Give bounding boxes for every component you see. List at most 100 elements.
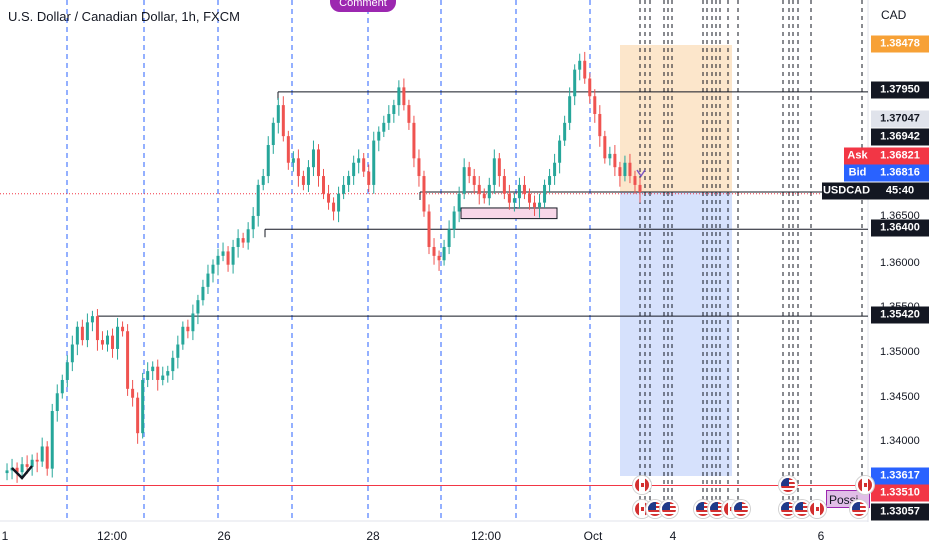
candle-body bbox=[512, 198, 516, 203]
time-tick: 12:00 bbox=[470, 529, 502, 543]
candle-body bbox=[507, 193, 511, 203]
candle-body bbox=[301, 176, 305, 185]
candle-body bbox=[638, 184, 642, 193]
time-tick: 12:00 bbox=[96, 529, 128, 543]
candle-body bbox=[583, 60, 587, 79]
candle-body bbox=[236, 238, 240, 247]
time-tick: 4 bbox=[669, 529, 677, 543]
candle-body bbox=[65, 362, 69, 380]
canada-flag-event-icon[interactable] bbox=[633, 476, 651, 494]
candle-body bbox=[563, 122, 567, 141]
candle-body bbox=[136, 397, 140, 434]
candle-body bbox=[548, 176, 552, 185]
comment-button[interactable]: Comment bbox=[330, 0, 396, 12]
candle-body bbox=[422, 176, 426, 212]
candle-body bbox=[432, 246, 436, 256]
candle-body bbox=[452, 211, 456, 230]
canada-flag-event-icon[interactable] bbox=[856, 476, 874, 494]
candle-body bbox=[15, 467, 19, 473]
candle-body bbox=[402, 87, 406, 106]
candle-body bbox=[271, 122, 275, 146]
candle-body bbox=[573, 69, 577, 97]
candle-body bbox=[568, 96, 572, 123]
candle-body bbox=[462, 167, 466, 194]
time-tick: 1 bbox=[1, 529, 9, 543]
candle-body bbox=[522, 184, 526, 194]
candle-body bbox=[171, 357, 175, 372]
candle-body bbox=[492, 158, 496, 185]
candle-body bbox=[25, 464, 29, 467]
candle-body bbox=[261, 176, 265, 185]
candle-body bbox=[151, 366, 155, 372]
candle-body bbox=[417, 158, 421, 177]
us-flag-event-icon[interactable] bbox=[732, 500, 750, 518]
candle-body bbox=[286, 136, 290, 163]
candle-body bbox=[226, 251, 230, 265]
candle-body bbox=[382, 122, 386, 132]
candle-body bbox=[327, 193, 331, 203]
candle-body bbox=[482, 193, 486, 199]
candle-body bbox=[352, 162, 356, 177]
candle-body bbox=[392, 105, 396, 114]
red-line-price-label: 1.33510 bbox=[871, 484, 929, 502]
candle-body bbox=[156, 366, 160, 380]
candle-body bbox=[20, 464, 24, 473]
candle-body bbox=[357, 158, 361, 163]
price-label: 1.37047 bbox=[871, 110, 929, 128]
candle-body bbox=[186, 326, 190, 332]
candle-body bbox=[347, 176, 351, 185]
us-flag-event-icon[interactable] bbox=[779, 476, 797, 494]
bid-tag: Bid bbox=[844, 164, 871, 182]
candle-body bbox=[377, 131, 381, 141]
candle-body bbox=[316, 149, 320, 177]
candle-body bbox=[80, 326, 84, 341]
candle-body bbox=[558, 140, 562, 163]
candle-body bbox=[95, 316, 99, 341]
candle-body bbox=[166, 371, 170, 376]
candle-body bbox=[427, 211, 431, 247]
candle-body bbox=[296, 158, 300, 177]
candle-body bbox=[146, 371, 150, 380]
candle-body bbox=[497, 158, 501, 177]
candle-body bbox=[100, 340, 104, 345]
candle-body bbox=[90, 316, 94, 323]
candle-body bbox=[533, 202, 537, 208]
candle-body bbox=[50, 411, 54, 469]
countdown-label: 45:40 bbox=[871, 182, 929, 200]
candle-body bbox=[216, 255, 220, 265]
candle-body bbox=[45, 446, 49, 469]
candle-body bbox=[578, 60, 582, 70]
candle-body bbox=[332, 202, 336, 212]
candle-body bbox=[593, 96, 597, 114]
us-flag-event-icon[interactable] bbox=[850, 500, 868, 518]
candle-body bbox=[337, 193, 341, 212]
canada-flag-event-icon[interactable] bbox=[808, 500, 826, 518]
note-label[interactable]: Possi bbox=[826, 490, 870, 508]
signal-arrow bbox=[11, 465, 33, 480]
candle-body bbox=[191, 313, 195, 332]
candle-body bbox=[538, 202, 542, 208]
candle-body bbox=[251, 215, 255, 230]
us-flag-event-icon[interactable] bbox=[793, 500, 811, 518]
time-tick: 26 bbox=[217, 529, 231, 543]
candle-body bbox=[367, 171, 371, 185]
candle-body bbox=[181, 326, 185, 345]
candle-body bbox=[397, 87, 401, 106]
candle-body bbox=[201, 286, 205, 301]
candle-body bbox=[241, 238, 245, 243]
us-flag-event-icon[interactable] bbox=[660, 500, 678, 518]
candle-body bbox=[281, 105, 285, 137]
candle-body bbox=[126, 331, 130, 389]
candle-body bbox=[30, 459, 34, 467]
candle-body bbox=[342, 184, 346, 194]
candle-body bbox=[266, 145, 270, 177]
level-price-label: 1.36400 bbox=[871, 219, 929, 237]
candle-body bbox=[543, 184, 547, 203]
candle-body bbox=[442, 246, 446, 261]
price-tick: 1.36000 bbox=[880, 257, 920, 269]
candle-body bbox=[116, 326, 120, 349]
candle-body bbox=[40, 446, 44, 462]
bid-price-label: 1.36816 bbox=[871, 164, 929, 182]
candle-body bbox=[447, 229, 451, 247]
